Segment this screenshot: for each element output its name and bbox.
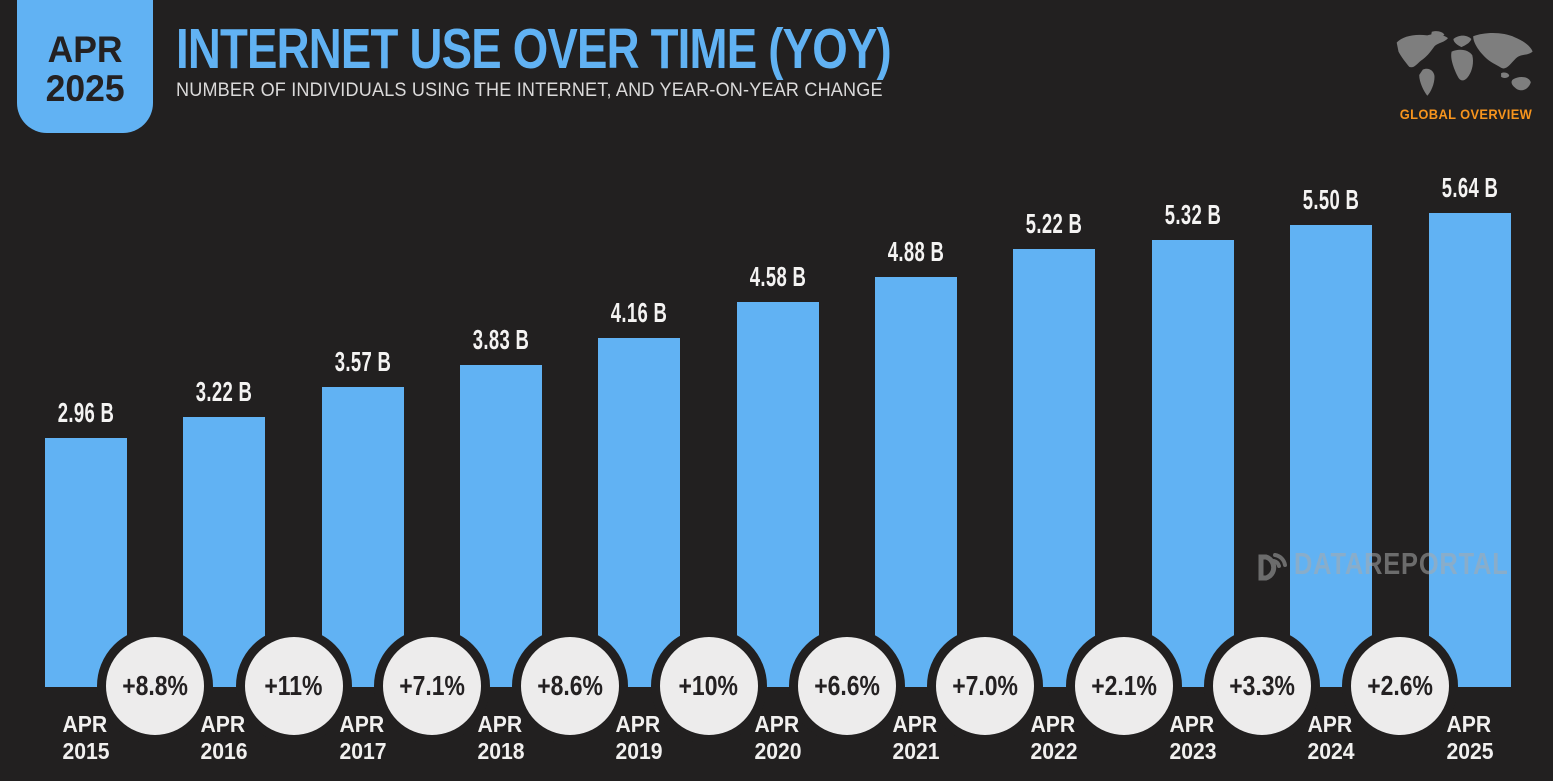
yoy-change-circle: +7.1% xyxy=(373,628,490,744)
world-map-icon xyxy=(1396,31,1533,96)
header-title-block: INTERNET USE OVER TIME (YOY) NUMBER OF I… xyxy=(176,20,1070,102)
yoy-change-circle: +2.6% xyxy=(1342,628,1459,744)
bar-apr-2022 xyxy=(1013,249,1096,687)
page-title: INTERNET USE OVER TIME (YOY) xyxy=(176,17,892,81)
x-axis-label: APR 2017 xyxy=(339,711,387,764)
yoy-change-circle: +11% xyxy=(235,628,352,744)
value-label: 5.64 B xyxy=(1441,172,1498,203)
yoy-change-circle: +10% xyxy=(650,628,767,744)
bar-apr-2025 xyxy=(1428,213,1511,687)
bar-apr-2021 xyxy=(875,277,958,687)
value-label: 3.83 B xyxy=(472,324,530,355)
yoy-change-value: +6.6% xyxy=(814,670,880,701)
value-label: 5.22 B xyxy=(1026,208,1083,239)
yoy-change-value: +7.0% xyxy=(952,670,1019,701)
yoy-change-value: +11% xyxy=(264,670,323,701)
yoy-change-circle: +8.6% xyxy=(512,628,629,744)
value-label: 4.16 B xyxy=(611,297,668,328)
yoy-change-circle: +7.0% xyxy=(927,628,1044,744)
yoy-change-value: +2.6% xyxy=(1367,670,1434,701)
region-label: GLOBAL OVERVIEW xyxy=(1399,106,1533,122)
bar-apr-2016 xyxy=(183,417,266,687)
yoy-change-value: +8.8% xyxy=(122,670,189,701)
yoy-change-value: +7.1% xyxy=(398,670,465,701)
yoy-change-circle: +6.6% xyxy=(788,628,905,744)
bar-apr-2023 xyxy=(1151,240,1234,687)
bar-apr-2018 xyxy=(460,365,543,687)
value-label: 2.96 B xyxy=(57,397,115,428)
value-label: 5.32 B xyxy=(1164,199,1222,230)
yoy-change-value: +10% xyxy=(678,670,739,701)
x-axis-label: APR 2024 xyxy=(1307,711,1355,764)
date-badge-month: APR xyxy=(47,28,123,70)
value-label: 4.58 B xyxy=(749,261,806,292)
x-axis-label: APR 2020 xyxy=(754,711,802,764)
yoy-change-value: +3.3% xyxy=(1229,670,1295,701)
value-label: 3.57 B xyxy=(334,346,391,377)
date-badge-year: 2025 xyxy=(45,67,125,109)
x-axis-label: APR 2018 xyxy=(477,711,525,764)
region-block: GLOBAL OVERVIEW xyxy=(1385,30,1547,122)
x-axis-label: APR 2019 xyxy=(615,711,663,764)
yoy-change-circle: +2.1% xyxy=(1065,628,1182,744)
yoy-change-circle: +3.3% xyxy=(1203,628,1320,744)
page-subtitle: NUMBER OF INDIVIDUALS USING THE INTERNET… xyxy=(176,80,883,101)
bar-apr-2019 xyxy=(598,338,681,687)
value-label: 5.50 B xyxy=(1302,184,1360,215)
x-axis-label: APR 2023 xyxy=(1169,711,1217,764)
value-label: 3.22 B xyxy=(196,376,253,407)
x-axis-label: APR 2015 xyxy=(62,711,110,764)
datareportal-logo-icon xyxy=(1258,553,1287,581)
yoy-change-value: +8.6% xyxy=(537,670,604,701)
x-axis-label: APR 2016 xyxy=(200,711,248,764)
bar-apr-2017 xyxy=(321,387,404,687)
x-axis-label: APR 2021 xyxy=(892,711,940,764)
bar-apr-2020 xyxy=(736,302,819,687)
x-axis-label: APR 2022 xyxy=(1030,711,1078,764)
yoy-change-value: +2.1% xyxy=(1090,670,1157,701)
x-axis-label: APR 2025 xyxy=(1445,711,1494,764)
value-label: 4.88 B xyxy=(887,236,945,267)
date-badge: APR 2025 xyxy=(17,0,153,133)
yoy-change-circle: +8.8% xyxy=(97,628,214,744)
bar-apr-2024 xyxy=(1290,225,1373,687)
